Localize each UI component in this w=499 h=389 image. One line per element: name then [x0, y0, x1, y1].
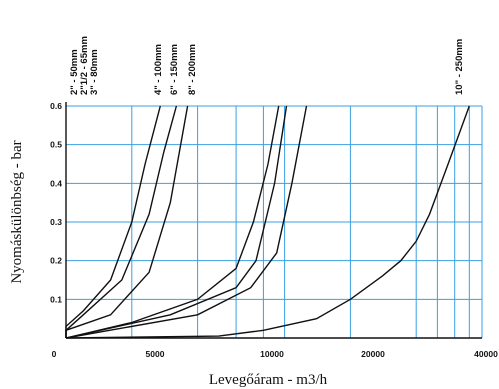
y-axis-title: Nyomáskülönbség - bar — [9, 140, 25, 283]
y-tick-label: 0.4 — [50, 178, 62, 188]
axes — [65, 102, 482, 339]
series-line-5 — [65, 105, 288, 339]
series-line-4 — [65, 105, 280, 339]
series-label-6: 8" - 200mm — [187, 44, 198, 95]
x-axis-title: Levegőáram - m3/h — [209, 372, 328, 388]
series-line-3 — [65, 105, 189, 338]
grid — [66, 105, 483, 338]
series-label-1: 2" - 50mm — [69, 49, 80, 95]
x-tick-labels: 0 5000 10000 20000 40000 — [52, 349, 498, 359]
series-curves — [65, 105, 470, 339]
x-tick-label: 20000 — [361, 349, 385, 359]
series-line-7 — [65, 105, 470, 339]
series-label-7: 10" - 250mm — [454, 39, 465, 95]
y-tick-label: 0.6 — [50, 101, 62, 111]
series-line-6 — [65, 105, 308, 339]
y-tick-label: 0.3 — [50, 217, 62, 227]
x-tick-label: 10000 — [260, 349, 284, 359]
x-tick-label: 5000 — [146, 349, 165, 359]
y-tick-labels: 0.1 0.2 0.3 0.4 0.5 0.6 — [50, 101, 62, 304]
series-label-4: 4" - 100mm — [153, 44, 164, 95]
y-tick-label: 0.1 — [50, 294, 62, 304]
series-labels: 2" - 50mm 2"1/2 - 65mm 3" - 80mm 4" - 100mm… — [69, 36, 465, 95]
x-tick-label: 0 — [52, 349, 57, 359]
y-tick-label: 0.5 — [50, 140, 62, 150]
series-label-5: 6" - 150mm — [169, 44, 180, 95]
y-tick-label: 0.2 — [50, 256, 62, 266]
series-label-3: 3" - 80mm — [89, 49, 100, 95]
x-tick-label: 40000 — [474, 349, 498, 359]
series-label-2: 2"1/2 - 65mm — [79, 36, 90, 95]
